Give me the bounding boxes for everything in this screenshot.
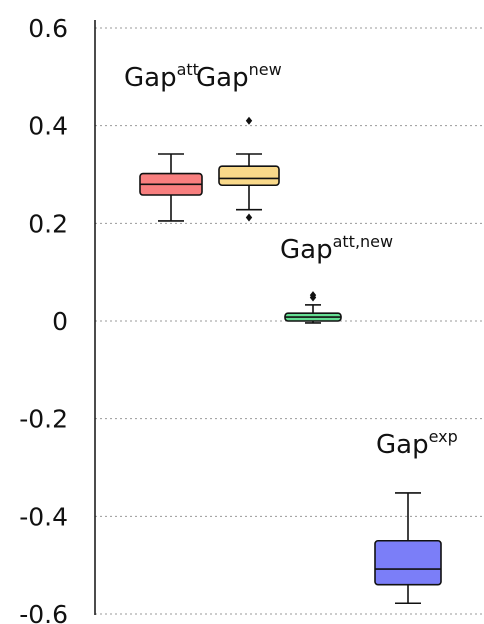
box-att — [139, 153, 203, 222]
series-label: Gapnew — [196, 60, 282, 93]
series-label: Gapatt — [124, 60, 199, 93]
box-iqr — [218, 165, 280, 187]
series-label: Gapexp — [376, 427, 458, 460]
y-tick-label: 0.4 — [28, 112, 68, 141]
outlier-point — [245, 116, 253, 125]
box-att-new — [284, 291, 342, 324]
outlier-point — [245, 213, 253, 222]
y-tick-label: 0.6 — [28, 14, 68, 43]
box-exp — [374, 492, 442, 605]
y-tick-label: 0 — [52, 307, 68, 336]
boxes — [139, 116, 442, 605]
box-iqr — [374, 539, 442, 586]
y-tick-label: -0.6 — [19, 600, 68, 624]
y-tick-label: -0.4 — [19, 502, 68, 531]
y-tick-label: -0.2 — [19, 405, 68, 434]
y-tick-labels: 0.6 0.4 0.2 0 -0.2 -0.4 -0.6 — [19, 14, 68, 624]
y-tick-label: 0.2 — [28, 209, 68, 238]
outlier-point — [309, 291, 317, 300]
series-label: Gapatt,new — [280, 232, 393, 265]
box-new — [218, 116, 280, 222]
